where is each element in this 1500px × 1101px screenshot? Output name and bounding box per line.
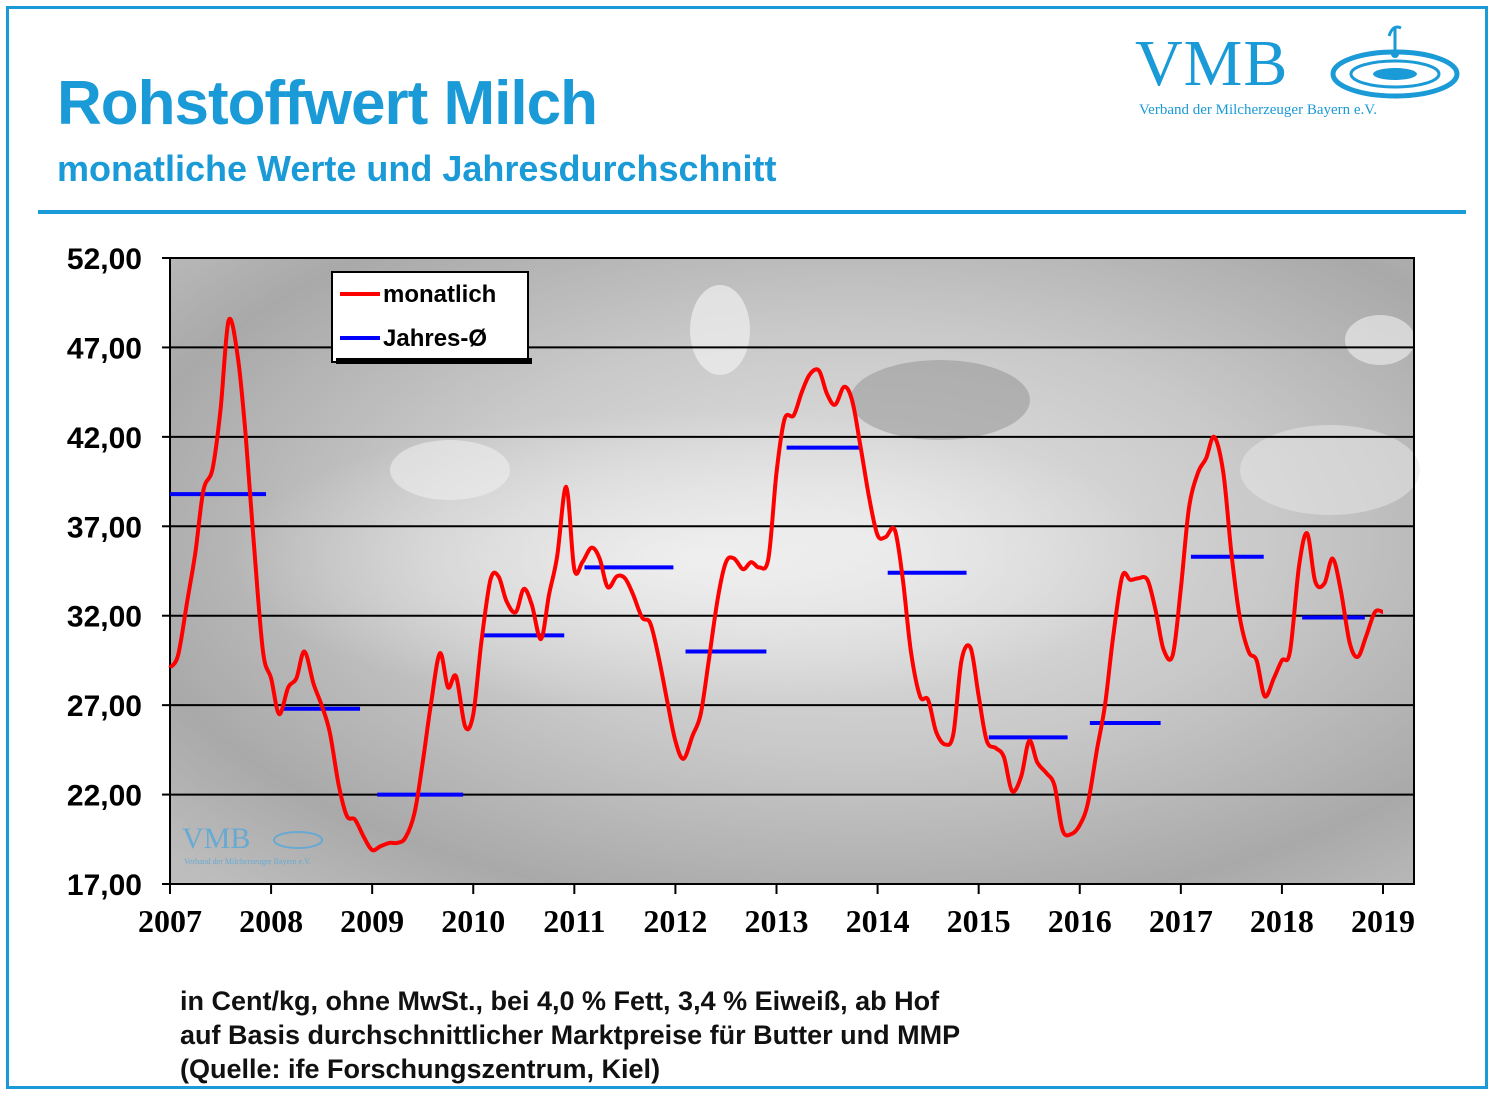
- vmb-watermark: VMB Verband der Milcherzeuger Bayern e.V…: [182, 822, 323, 866]
- footnote-line-1: in Cent/kg, ohne MwSt., bei 4,0 % Fett, …: [180, 986, 940, 1016]
- y-tick-label: 22,00: [67, 780, 142, 813]
- monthly-line: [168, 316, 1384, 853]
- x-tick-label: 2009: [340, 903, 404, 939]
- x-tick-label: 2019: [1351, 903, 1415, 939]
- x-tick-label: 2012: [643, 903, 707, 939]
- legend: monatlich Jahres-Ø: [331, 271, 532, 364]
- logo-text: VMB: [1135, 27, 1289, 100]
- monthly-series: [168, 316, 1384, 853]
- y-tick-label: 32,00: [67, 601, 142, 634]
- logo-subtext: Verband der Milcherzeuger Bayern e.V.: [1139, 102, 1377, 118]
- y-tick-label: 52,00: [67, 243, 142, 276]
- footnote: in Cent/kg, ohne MwSt., bei 4,0 % Fett, …: [180, 984, 960, 1086]
- outer-frame: [6, 6, 1488, 1089]
- page-title: Rohstoffwert Milch: [57, 69, 598, 138]
- watermark-text: VMB: [182, 822, 250, 855]
- y-tick-label: 37,00: [67, 511, 142, 544]
- legend-label-monthly: monatlich: [383, 281, 496, 308]
- y-tick-label: 47,00: [67, 332, 142, 365]
- legend-shadow: [336, 358, 532, 364]
- watermark-subtext: Verband der Milcherzeuger Bayern e.V.: [184, 857, 311, 866]
- x-tick-label: 2008: [239, 903, 303, 939]
- page-subtitle: monatliche Werte und Jahresdurchschnitt: [57, 148, 777, 189]
- x-tick-label: 2011: [543, 903, 605, 939]
- annual-average-series: [170, 445, 1365, 797]
- y-tick-label: 42,00: [67, 422, 142, 455]
- footnote-line-2: auf Basis durchschnittlicher Marktpreise…: [180, 1020, 961, 1050]
- x-tick-label: 2015: [947, 903, 1011, 939]
- x-tick-label: 2007: [138, 903, 202, 939]
- footnote-line-3: (Quelle: ife Forschungszentrum, Kiel): [180, 1054, 661, 1084]
- x-tick-label: 2018: [1250, 903, 1314, 939]
- y-tick-label: 27,00: [67, 690, 142, 723]
- x-tick-labels: 2007 2008 2009 2010 2011 2012 2013 2014 2015 2016…: [138, 903, 1415, 939]
- x-tick-label: 2013: [745, 903, 809, 939]
- axes: [162, 257, 1415, 894]
- y-tick-label: 17,00: [67, 869, 142, 902]
- title-divider: [38, 210, 1466, 214]
- x-tick-label: 2010: [441, 903, 505, 939]
- legend-box: [331, 271, 529, 363]
- plot-frame: [169, 257, 1415, 885]
- x-tick-label: 2014: [846, 903, 910, 939]
- x-tick-label: 2017: [1149, 903, 1213, 939]
- vmb-logo: VMB Verband der Milcherzeuger Bayern e.V…: [1135, 18, 1465, 128]
- legend-label-annual: Jahres-Ø: [383, 325, 487, 352]
- y-tick-labels: 17,00 22,00 27,00 32,00 37,00 42,00 47,00 52,00: [67, 243, 142, 902]
- watermark-swirl-icon: [273, 831, 323, 849]
- chart: 17,00 22,00 27,00 32,00 37,00 42,00 47,00 52,00…: [67, 243, 1420, 939]
- x-tick-label: 2016: [1048, 903, 1112, 939]
- milk-drop-icon: [1330, 25, 1460, 99]
